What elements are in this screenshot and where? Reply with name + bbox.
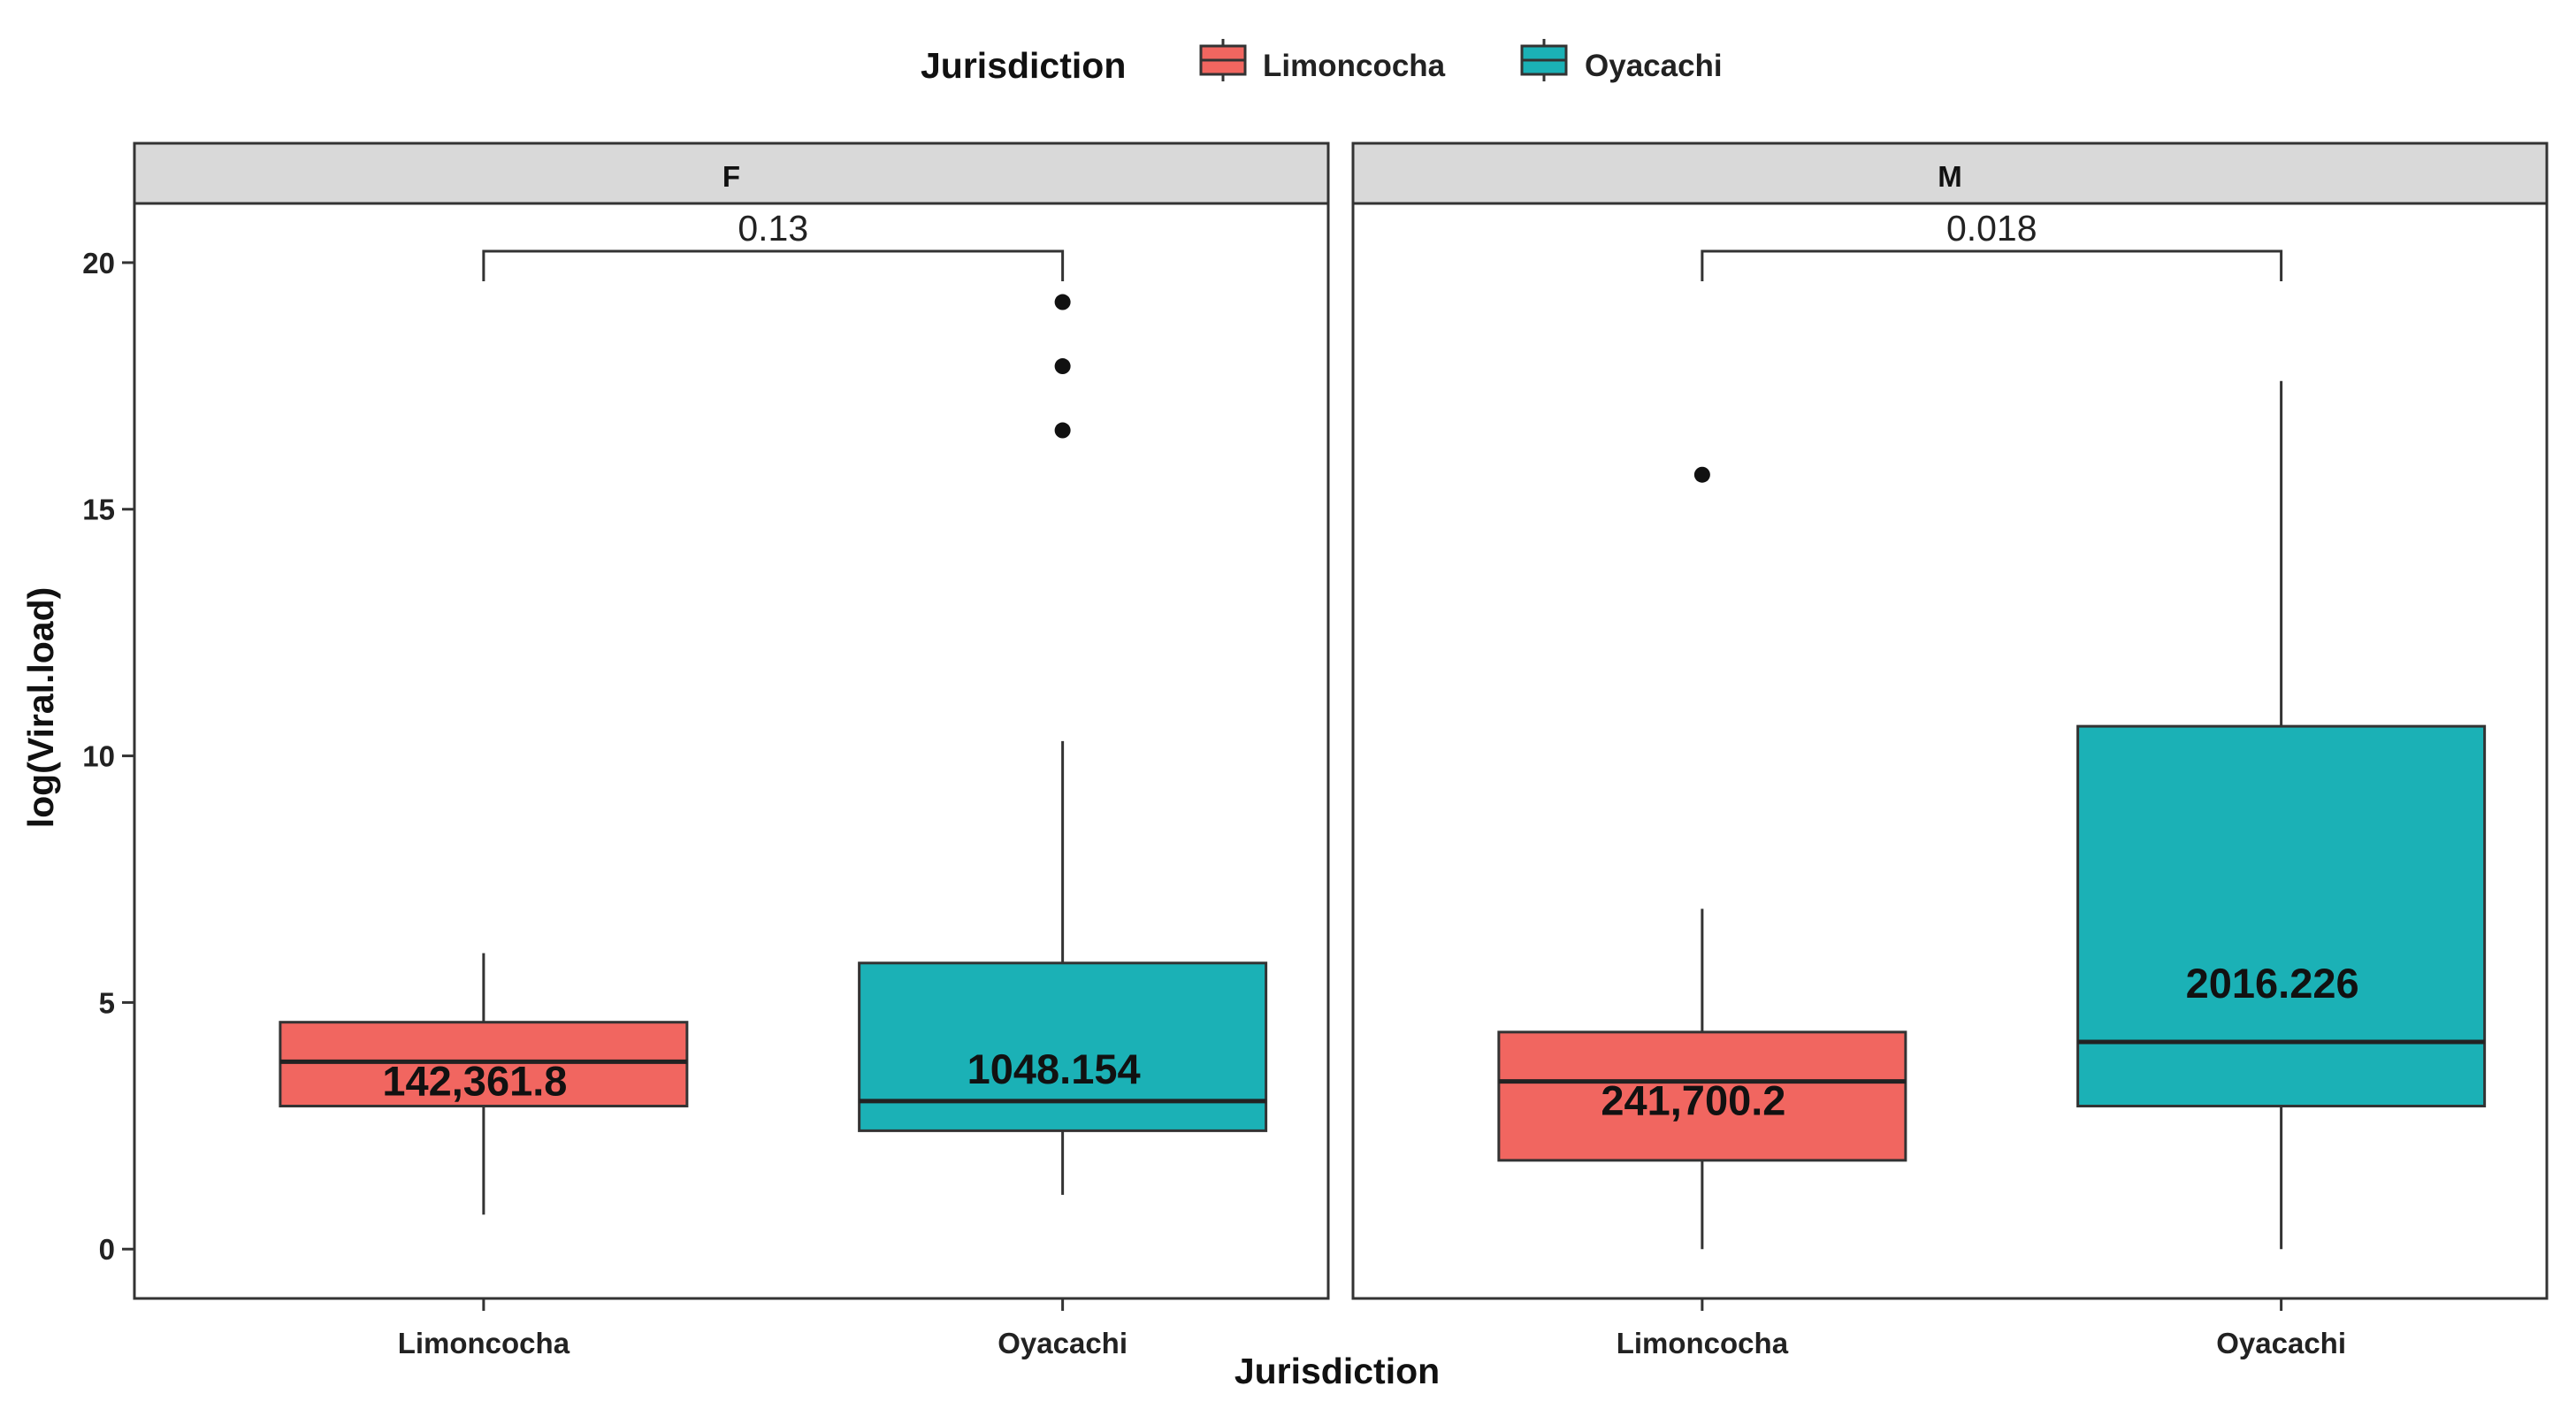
- y-tick-labels: 0 5 10 15 20: [82, 247, 134, 1266]
- y-tick-label: 10: [82, 740, 115, 773]
- p-value-label: 0.13: [738, 208, 808, 249]
- x-tick-label: Oyacachi: [2216, 1327, 2346, 1359]
- significance-bracket: [482, 249, 1065, 281]
- legend-item-limoncocha: Limoncocha: [1199, 39, 1446, 83]
- facet-strip-label: M: [1938, 160, 1962, 193]
- facet-panel-f: F Limoncocha Oyacachi 142,361.8 1048.154 0.13: [133, 142, 1330, 1359]
- outlier-point: [1693, 466, 1710, 483]
- box-value-label: 1048.154: [967, 1045, 1141, 1092]
- x-tick-label: Limoncocha: [1617, 1327, 1789, 1359]
- legend-label-oyacachi: Oyacachi: [1585, 49, 1723, 83]
- facet-strip-label: F: [722, 160, 740, 193]
- y-tick-label: 0: [99, 1233, 115, 1266]
- legend-label-limoncocha: Limoncocha: [1263, 49, 1446, 83]
- y-tick-label: 20: [82, 247, 115, 280]
- box-value-label: 241,700.2: [1601, 1077, 1785, 1124]
- x-tick-label: Limoncocha: [398, 1327, 570, 1359]
- outlier-point: [1054, 358, 1071, 375]
- box-value-label: 142,361.8: [382, 1057, 567, 1104]
- iqr-box: [1497, 1030, 1907, 1162]
- iqr-box: [2076, 724, 2487, 1108]
- y-tick-label: 5: [99, 986, 115, 1019]
- legend: Jurisdiction Limoncocha Oyacachi: [921, 39, 1723, 86]
- outlier-point: [1054, 422, 1071, 439]
- facet-panel-m: M Limoncocha Oyacachi 241,700.2 2016.226 0.01…: [1351, 142, 2549, 1359]
- iqr-box: [279, 1021, 689, 1108]
- box-limoncocha: 241,700.2: [1497, 466, 1907, 1250]
- y-tick-label: 15: [82, 494, 115, 526]
- box-oyacachi: 2016.226: [2076, 380, 2487, 1250]
- legend-item-oyacachi: Oyacachi: [1520, 39, 1723, 83]
- p-value-label: 0.018: [1946, 208, 2037, 249]
- significance-bracket: [1701, 249, 2283, 281]
- y-axis-title: log(Viral.load): [20, 587, 61, 829]
- x-tick-label: Oyacachi: [998, 1327, 1127, 1359]
- box-limoncocha: 142,361.8: [279, 953, 689, 1215]
- legend-title: Jurisdiction: [921, 45, 1126, 86]
- box-oyacachi: 1048.154: [858, 294, 1268, 1195]
- plot-area: [133, 202, 1330, 1300]
- x-axis-title: Jurisdiction: [1234, 1351, 1440, 1391]
- outlier-point: [1054, 294, 1071, 310]
- facet-strip: [1351, 142, 2549, 205]
- box-value-label: 2016.226: [2186, 960, 2359, 1007]
